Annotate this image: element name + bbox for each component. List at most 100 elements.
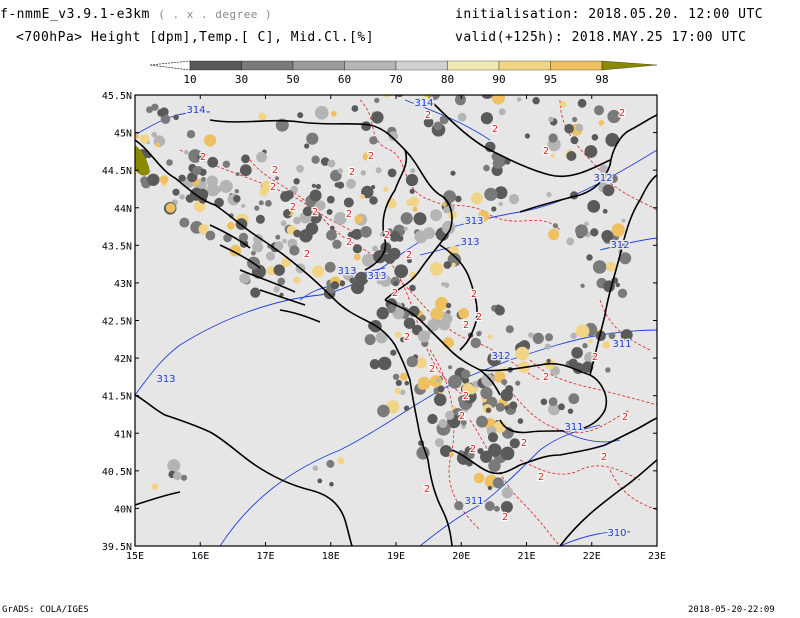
cloud-cell: [515, 346, 530, 361]
cloud-cell: [505, 325, 514, 334]
model-name: f-nmmE_v3.9.1-e3km: [0, 7, 150, 22]
lat-label: 40.5N: [102, 467, 132, 478]
cloud-cell: [484, 501, 495, 512]
cloud-cell: [305, 222, 319, 235]
cloud-cell: [575, 224, 588, 238]
cloud-cell: [486, 87, 491, 92]
cloud-cell: [568, 358, 578, 368]
lat-label: 43N: [114, 279, 132, 290]
cloud-cell: [265, 200, 272, 207]
cloud-cell: [252, 241, 264, 253]
cloud-cell: [293, 276, 301, 284]
cloud-cell: [500, 388, 513, 402]
temperature-contour-label: 2: [270, 182, 276, 193]
cloud-cell: [241, 154, 250, 164]
cloud-cell: [577, 98, 587, 108]
cloud-cell: [442, 202, 447, 207]
cloud-cell: [395, 331, 402, 339]
cloud-cell: [339, 280, 346, 287]
colorbar-segment: [344, 60, 397, 71]
cloud-cell: [147, 173, 160, 186]
cloud-cell: [179, 194, 185, 200]
cloud-cell: [312, 265, 325, 278]
cloud-cell: [172, 188, 180, 196]
cloud-cell: [483, 164, 490, 172]
cloud-cell: [417, 330, 431, 343]
cloud-cell: [326, 229, 337, 241]
lon-label: 23E: [648, 551, 666, 562]
cloud-cell: [360, 226, 372, 238]
border-serbia-kosovo: [439, 244, 478, 351]
cloud-cell: [266, 266, 276, 276]
cloud-cell: [275, 234, 281, 240]
cloud-cell: [501, 379, 508, 385]
cloud-cell: [466, 451, 475, 460]
cloud-cell: [311, 155, 320, 164]
cloud-cell: [261, 180, 273, 193]
cloud-cell: [346, 178, 356, 189]
cloud-cell: [304, 143, 310, 149]
cloud-cell: [457, 395, 466, 404]
cloud-cell: [207, 156, 219, 168]
cloud-cell: [354, 271, 369, 286]
cloud-cell: [492, 81, 504, 93]
cloud-cell: [568, 393, 580, 405]
border-bulgaria-west: [589, 174, 657, 376]
cloud-cell: [592, 260, 607, 274]
cloud-cell: [315, 200, 326, 211]
cloud-cell: [122, 180, 131, 189]
cloud-cell: [524, 133, 531, 139]
cloud-cell: [374, 271, 381, 278]
cloud-cell: [326, 209, 333, 215]
cloud-cell: [546, 191, 552, 198]
colorbar-left-arrow: [149, 60, 191, 71]
colorbar-segment: [292, 60, 345, 71]
cloud-cell: [443, 206, 451, 214]
cloud-cell: [471, 192, 483, 205]
cloud-cell: [239, 164, 252, 177]
cloud-cell: [157, 108, 166, 117]
cloud-cell: [382, 88, 389, 95]
cloud-cell: [206, 183, 220, 197]
cloud-cell: [135, 145, 150, 176]
cloud-cell: [258, 112, 267, 121]
height-labels: 314 314 313 313 313 313 313 312 312 312 311 311 311 3…: [155, 97, 633, 541]
cloud-cell: [280, 220, 287, 227]
cloud-cell: [509, 438, 520, 449]
cloud-cell: [445, 410, 455, 420]
temperature-contour-label: 2: [312, 207, 318, 218]
cloud-cell: [544, 343, 551, 350]
cloud-cell: [405, 173, 419, 187]
colorbar-segment: [189, 60, 242, 71]
cloud-cell: [423, 227, 435, 240]
cloud-cell: [455, 195, 462, 203]
cloud-cell: [354, 214, 364, 224]
lon-label: 18E: [322, 551, 340, 562]
lat-label: 45N: [114, 129, 132, 140]
cloud-cell: [343, 197, 354, 208]
cloud-cell: [413, 212, 427, 226]
cloud-cell: [532, 332, 544, 344]
cloud-cell: [617, 288, 628, 298]
lat-label: 42.5N: [102, 317, 132, 328]
temperature-contour-label: 2: [502, 512, 508, 523]
cloud-cell: [362, 152, 371, 161]
cloud-cell: [324, 261, 336, 273]
temperature-contour-label: 2: [463, 391, 469, 402]
cloud-cell: [611, 223, 625, 237]
cloud-cell: [407, 258, 412, 264]
temperature-contour-label: 2: [459, 411, 465, 422]
coastlines-borders: [135, 99, 657, 546]
cloud-cell: [572, 116, 578, 123]
lat-label: 41.5N: [102, 392, 132, 403]
height-contour-label: 312: [491, 351, 510, 362]
cloud-cell: [550, 153, 555, 158]
cloud-cell: [447, 252, 462, 267]
cloud-cell: [179, 217, 190, 228]
cloud-cell: [458, 308, 470, 319]
cloud-cell: [504, 405, 510, 411]
cloud-cell: [586, 145, 597, 156]
cloud-cell: [353, 253, 361, 261]
cloud-cell: [371, 111, 384, 124]
cloud-cell: [306, 132, 319, 145]
